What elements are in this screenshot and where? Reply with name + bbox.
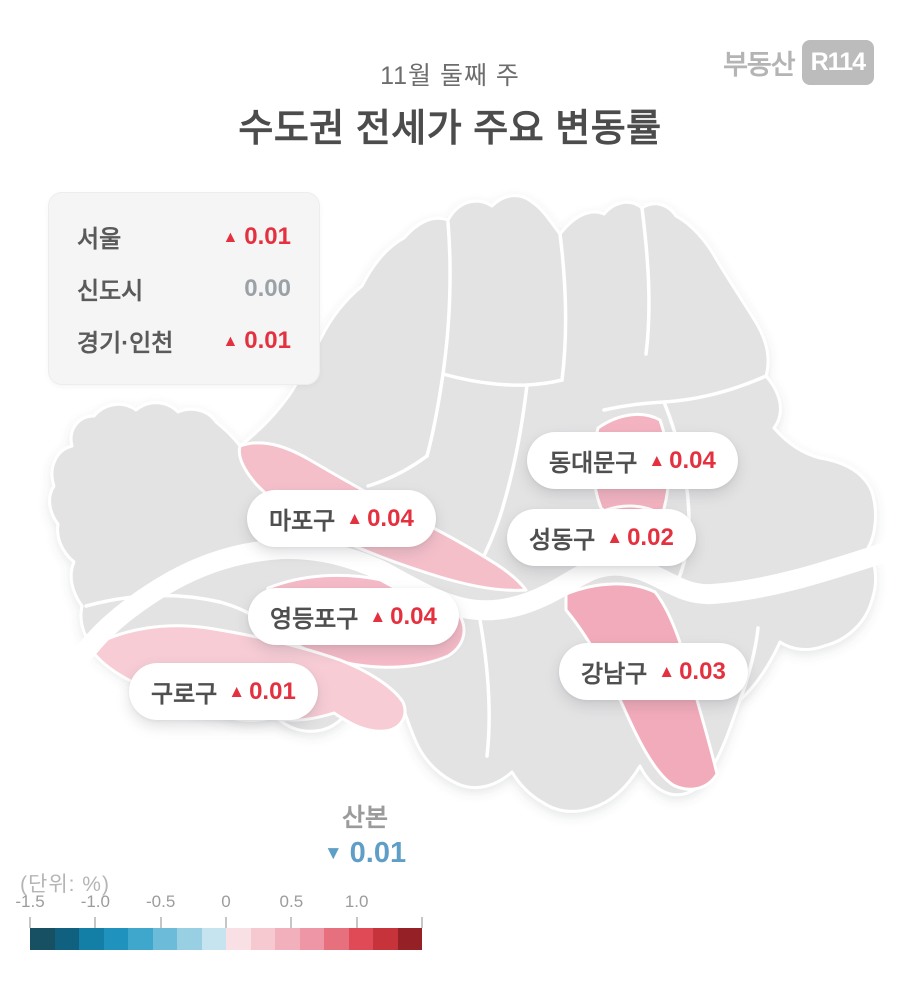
district-change: ▲ 0.04	[648, 447, 716, 475]
district-name: 동대문구	[549, 450, 638, 477]
district-change: ▲ 0.02	[606, 524, 674, 552]
scale-segment	[103, 928, 128, 950]
district-change: ▲ 0.04	[369, 603, 437, 631]
district-name: 성동구	[529, 527, 596, 554]
sanbon-change: ▼ 0.01	[295, 837, 435, 870]
up-triangle-icon: ▲	[606, 527, 624, 547]
up-triangle-icon: ▲	[346, 508, 364, 528]
scale-tick-label: 0	[221, 892, 231, 911]
up-triangle-icon: ▲	[658, 661, 676, 681]
scale-segment	[299, 928, 324, 950]
up-triangle-icon: ▲	[222, 228, 239, 246]
district-change-value: 0.01	[249, 677, 296, 705]
scale-tick-label: -1.5	[15, 892, 45, 911]
up-triangle-icon: ▲	[222, 332, 239, 350]
district-change-value: 0.02	[627, 523, 674, 551]
district-name: 강남구	[581, 661, 648, 688]
summary-value: 0.00	[244, 275, 291, 303]
color-scale: -1.5 -1.0 -0.5 0 0.5 1.0	[15, 892, 423, 950]
scale-segment	[324, 928, 349, 950]
district-name: 영등포구	[270, 606, 359, 633]
sanbon-name: 산본	[341, 804, 388, 832]
callout-sanbon: 산본 ▼ 0.01	[295, 798, 435, 870]
scale-tick-label: -1.0	[80, 892, 110, 911]
callout-dongdaemun: 동대문구 ▲ 0.04	[527, 432, 738, 489]
callout-mapo: 마포구 ▲ 0.04	[247, 490, 436, 547]
scale-segment	[79, 928, 104, 950]
scale-segment	[348, 928, 373, 950]
scale-segment	[177, 928, 202, 950]
scale-tick	[290, 917, 293, 928]
summary-row-gyeonggi-incheon: 경기·인천 ▲ 0.01	[77, 323, 291, 358]
district-change-value: 0.04	[390, 602, 437, 630]
up-triangle-icon: ▲	[228, 681, 246, 701]
brand-logo-text: 부동산	[723, 50, 796, 80]
district-change: ▲ 0.04	[346, 505, 414, 533]
scale-tick	[355, 917, 358, 928]
color-bar	[30, 928, 422, 950]
district-name: 마포구	[269, 508, 336, 535]
scale-segment	[128, 928, 153, 950]
summary-value: ▲ 0.01	[222, 327, 291, 355]
scale-tick-label: 0.5	[279, 892, 304, 911]
scale-tick-label: -0.5	[145, 892, 176, 911]
district-change: ▲ 0.03	[658, 658, 726, 686]
scale-tick	[159, 917, 162, 928]
scale-tick	[29, 917, 31, 928]
down-triangle-icon: ▼	[323, 843, 343, 864]
report-week-subtitle: 11월 둘째 주	[380, 62, 520, 90]
summary-value-number: 0.01	[244, 222, 291, 250]
up-triangle-icon: ▲	[648, 450, 666, 470]
scale-segment	[226, 928, 251, 950]
summary-value: ▲ 0.01	[222, 223, 291, 251]
up-triangle-icon: ▲	[369, 606, 387, 626]
summary-label: 신도시	[77, 278, 144, 305]
district-name: 구로구	[151, 681, 218, 708]
brand-logo: 부동산 R114	[723, 40, 874, 85]
district-change: ▲ 0.01	[228, 678, 296, 706]
unit-label: (단위: %)	[20, 873, 110, 896]
summary-value-number: 0.01	[244, 326, 291, 354]
callout-seongdong: 성동구 ▲ 0.02	[507, 509, 696, 566]
scale-segment	[201, 928, 226, 950]
scale-segment	[397, 928, 422, 950]
page-title: 수도권 전세가 주요 변동률	[238, 108, 662, 150]
scale-tick	[94, 917, 97, 928]
scale-tick	[225, 917, 227, 928]
scale-segment	[373, 928, 398, 950]
brand-logo-badge: R114	[801, 40, 874, 85]
district-change-value: 0.03	[679, 657, 726, 685]
district-borders	[84, 206, 768, 758]
scale-segment	[152, 928, 177, 950]
summary-label: 경기·인천	[77, 330, 174, 357]
regional-summary-box: 서울 ▲ 0.01 신도시 0.00 경기·인천 ▲ 0.01	[48, 192, 320, 385]
scale-segment	[275, 928, 300, 950]
district-change-value: 0.04	[669, 446, 716, 474]
scale-segment	[250, 928, 275, 950]
callout-yeongdeungpo: 영등포구 ▲ 0.04	[248, 588, 459, 645]
scale-segment	[30, 928, 55, 950]
summary-row-seoul: 서울 ▲ 0.01	[77, 219, 291, 254]
callout-gangnam: 강남구 ▲ 0.03	[559, 643, 748, 700]
callout-guro: 구로구 ▲ 0.01	[129, 663, 318, 720]
scale-tick-label: 1.0	[344, 892, 369, 911]
summary-value-number: 0.00	[244, 274, 291, 302]
scale-segment	[54, 928, 79, 950]
sanbon-change-value: 0.01	[349, 837, 407, 869]
district-change-value: 0.04	[367, 504, 414, 532]
summary-row-sindosi: 신도시 0.00	[77, 271, 291, 306]
scale-tick	[421, 917, 423, 928]
summary-label: 서울	[77, 226, 122, 253]
